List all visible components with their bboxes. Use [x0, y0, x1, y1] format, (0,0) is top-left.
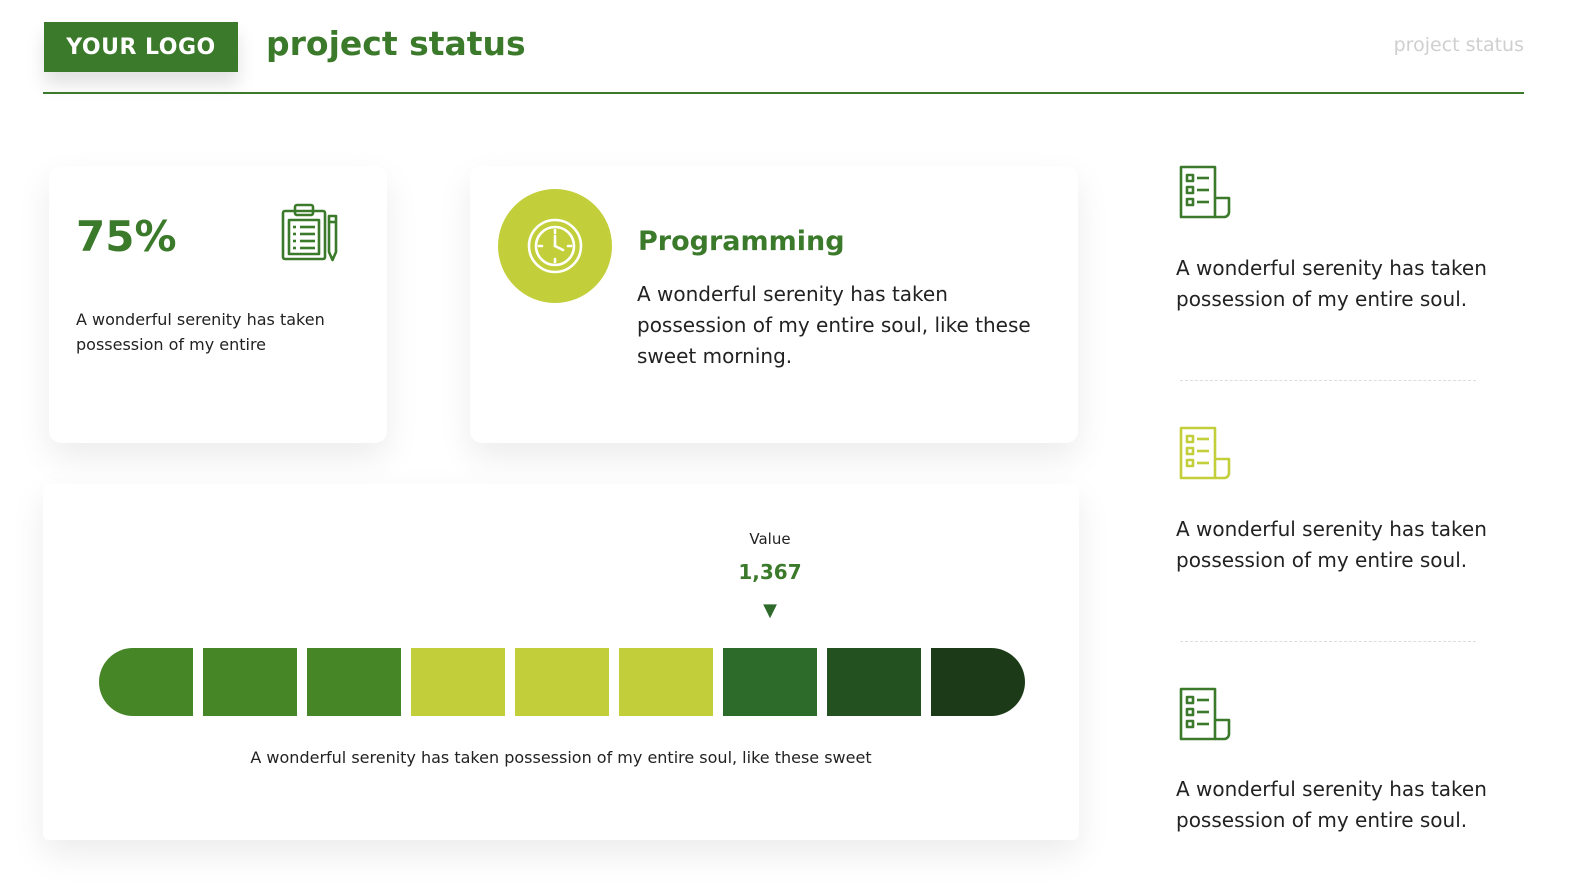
bar-segment	[723, 648, 817, 716]
programming-title: Programming	[638, 226, 845, 257]
side-item-text: A wonderful serenity has taken possessio…	[1176, 777, 1487, 832]
bar-description: A wonderful serenity has taken possessio…	[250, 748, 872, 767]
side-item-text: A wonderful serenity has taken possessio…	[1176, 517, 1487, 572]
value-bar-card: Value 1,367 ▼ A wonderful serenity has t…	[43, 484, 1079, 840]
percent-value: 75%	[76, 212, 177, 261]
bar-segment	[619, 648, 713, 716]
programming-card: Programming A wonderful serenity has tak…	[470, 166, 1078, 443]
bar-segment	[931, 648, 1025, 716]
bar-segment	[411, 648, 505, 716]
list-document-icon	[1179, 687, 1231, 741]
side-item-text: A wonderful serenity has taken possessio…	[1176, 256, 1487, 311]
clock-badge	[498, 189, 612, 303]
percent-description: A wonderful serenity has taken possessio…	[76, 310, 325, 354]
bar-segment	[203, 648, 297, 716]
header-section-label: project status	[1393, 34, 1524, 56]
value-label: Value	[749, 530, 791, 548]
clipboard-icon	[281, 203, 338, 262]
side-divider	[1180, 380, 1476, 381]
programming-description: A wonderful serenity has taken possessio…	[637, 282, 1031, 368]
list-document-icon	[1179, 165, 1231, 219]
side-divider	[1180, 641, 1476, 642]
bar-segment	[99, 648, 193, 716]
header-divider	[43, 92, 1524, 94]
bar-segment	[515, 648, 609, 716]
page-title: project status	[266, 24, 526, 63]
value-marker-icon: ▼	[763, 600, 777, 621]
logo: YOUR LOGO	[44, 22, 238, 72]
percent-card: 75% A wonderful serenity has taken posse…	[49, 166, 387, 443]
bar-segment	[307, 648, 401, 716]
bar-segment	[827, 648, 921, 716]
list-document-icon	[1179, 426, 1231, 480]
value-number: 1,367	[738, 560, 802, 584]
clock-icon	[527, 218, 583, 274]
